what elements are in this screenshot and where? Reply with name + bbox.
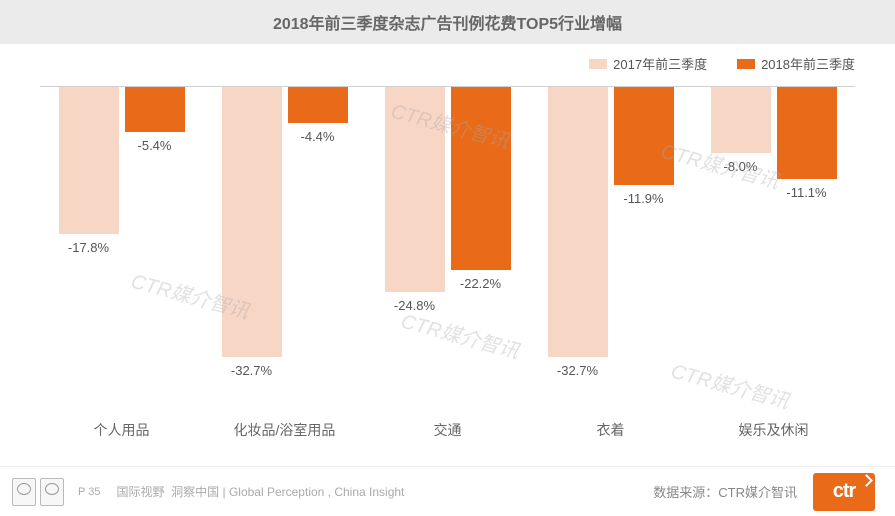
- bar-group: -24.8%-22.2%交通: [366, 86, 529, 416]
- bar-value-label: -11.1%: [771, 185, 843, 200]
- bar-group: -8.0%-11.1%娱乐及休闲: [692, 86, 855, 416]
- bar: [777, 87, 837, 179]
- footer-text: 国际视野 洞察中国 | Global Perception , China In…: [116, 483, 404, 500]
- bar: [222, 87, 282, 357]
- bar-pair: -32.7%-11.9%: [529, 87, 692, 357]
- category-label: 个人用品: [40, 420, 203, 440]
- bar-wrap: -22.2%: [451, 87, 511, 357]
- bar: [451, 87, 511, 270]
- chart-area: -17.8%-5.4%个人用品-32.7%-4.4%化妆品/浴室用品-24.8%…: [40, 86, 855, 416]
- bar: [711, 87, 771, 153]
- legend: 2017年前三季度 2018年前三季度: [589, 54, 855, 73]
- ctr-logo: ctr: [813, 473, 875, 511]
- bar-value-label: -17.8%: [53, 240, 125, 255]
- bar-groups: -17.8%-5.4%个人用品-32.7%-4.4%化妆品/浴室用品-24.8%…: [40, 86, 855, 416]
- bar-pair: -8.0%-11.1%: [692, 87, 855, 357]
- bar-value-label: -24.8%: [379, 298, 451, 313]
- chart-title: 2018年前三季度杂志广告刊例花费TOP5行业增幅: [273, 10, 622, 34]
- category-label: 交通: [366, 420, 529, 440]
- bar-wrap: -5.4%: [125, 87, 185, 357]
- bar: [288, 87, 348, 123]
- bar-wrap: -11.1%: [777, 87, 837, 357]
- page-number: P 35: [78, 486, 100, 498]
- bar-value-label: -5.4%: [119, 138, 191, 153]
- bar-value-label: -4.4%: [282, 129, 354, 144]
- footer: P 35 国际视野 洞察中国 | Global Perception , Chi…: [0, 466, 895, 516]
- bar-wrap: -8.0%: [711, 87, 771, 357]
- bar-group: -17.8%-5.4%个人用品: [40, 86, 203, 416]
- cert-badge-icon: [40, 478, 64, 506]
- legend-swatch-2017: [589, 59, 607, 69]
- bar-wrap: -32.7%: [222, 87, 282, 357]
- bar-wrap: -32.7%: [548, 87, 608, 357]
- bar: [614, 87, 674, 185]
- cert-badges: [12, 478, 64, 506]
- title-bar: 2018年前三季度杂志广告刊例花费TOP5行业增幅: [0, 0, 895, 44]
- legend-item-2017: 2017年前三季度: [589, 54, 707, 73]
- bar-value-label: -32.7%: [216, 363, 288, 378]
- legend-label-2018: 2018年前三季度: [761, 54, 855, 73]
- bar-wrap: -4.4%: [288, 87, 348, 357]
- bar-value-label: -8.0%: [705, 159, 777, 174]
- bar-value-label: -11.9%: [608, 191, 680, 206]
- cert-badge-icon: [12, 478, 36, 506]
- bar-pair: -32.7%-4.4%: [203, 87, 366, 357]
- bar-wrap: -24.8%: [385, 87, 445, 357]
- bar-pair: -17.8%-5.4%: [40, 87, 203, 357]
- category-label: 娱乐及休闲: [692, 420, 855, 440]
- footer-en: Global Perception , China Insight: [229, 485, 404, 499]
- bar: [59, 87, 119, 234]
- bar: [125, 87, 185, 132]
- bar: [548, 87, 608, 357]
- bar-group: -32.7%-11.9%衣着: [529, 86, 692, 416]
- bar-group: -32.7%-4.4%化妆品/浴室用品: [203, 86, 366, 416]
- bar-wrap: -11.9%: [614, 87, 674, 357]
- legend-item-2018: 2018年前三季度: [737, 54, 855, 73]
- ctr-logo-text: ctr: [833, 480, 856, 503]
- footer-cn1: 国际视野: [116, 485, 164, 499]
- bar-wrap: -17.8%: [59, 87, 119, 357]
- page-root: 2018年前三季度杂志广告刊例花费TOP5行业增幅 2017年前三季度 2018…: [0, 0, 895, 516]
- category-label: 化妆品/浴室用品: [203, 420, 366, 440]
- legend-label-2017: 2017年前三季度: [613, 54, 707, 73]
- data-source: 数据来源：CTR媒介智讯: [653, 482, 797, 501]
- legend-swatch-2018: [737, 59, 755, 69]
- footer-cn2: 洞察中国: [171, 485, 219, 499]
- bar-pair: -24.8%-22.2%: [366, 87, 529, 357]
- bar: [385, 87, 445, 292]
- category-label: 衣着: [529, 420, 692, 440]
- bar-value-label: -32.7%: [542, 363, 614, 378]
- bar-value-label: -22.2%: [445, 276, 517, 291]
